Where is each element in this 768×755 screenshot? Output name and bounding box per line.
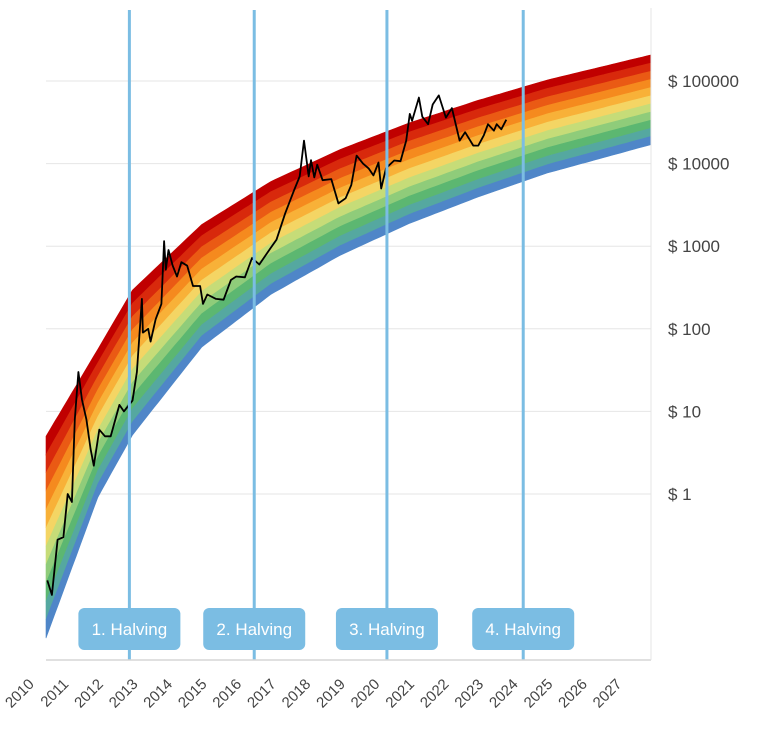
halving-markers: 1. Halving 2. Halving 3. Halving 4. Halving [78,10,575,660]
halving-badge-2 [203,608,306,650]
y-tick-labels: $ 1 $ 10 $ 100 $ 1000 $ 10000 $ 100000 [668,72,739,504]
y-tick-label: $ 1 [668,485,692,504]
halving-label-4: 4. Halving [485,620,561,639]
axes [46,8,652,661]
halving-badge-3 [335,608,438,650]
y-tick-label: $ 1000 [668,237,720,256]
halving-label-3: 3. Halving [349,620,425,639]
price-series [46,94,508,596]
price-line [46,94,508,596]
halving-label-2: 2. Halving [216,620,292,639]
halving-badge-1 [78,608,181,650]
rainbow-bands [45,54,652,639]
y-tick-label: $ 10 [668,402,701,421]
halving-label-1: 1. Halving [92,620,168,639]
y-tick-label: $ 100000 [668,72,739,91]
y-tick-label: $ 100 [668,320,711,339]
halving-badge-4 [472,608,575,650]
y-tick-label: $ 10000 [668,155,729,174]
